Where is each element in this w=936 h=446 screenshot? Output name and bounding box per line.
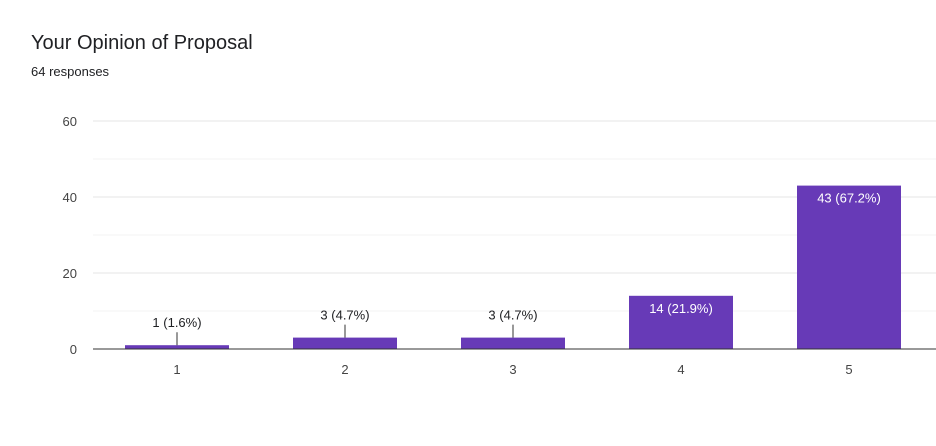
data-label: 3 (4.7%) [320, 308, 369, 323]
y-tick-label: 40 [63, 190, 77, 205]
x-tick-label: 2 [341, 362, 348, 377]
x-tick-label: 4 [677, 362, 684, 377]
y-tick-label: 20 [63, 266, 77, 281]
data-label: 14 (21.9%) [649, 301, 713, 316]
bar-2 [293, 337, 397, 349]
x-tick-label: 5 [845, 362, 852, 377]
data-label: 3 (4.7%) [488, 308, 537, 323]
data-label: 1 (1.6%) [152, 315, 201, 330]
y-tick-label: 60 [63, 114, 77, 129]
data-label: 43 (67.2%) [817, 191, 881, 206]
bar-5 [797, 185, 901, 349]
chart-title: Your Opinion of Proposal [31, 32, 253, 54]
bar-1 [125, 345, 229, 349]
x-tick-label: 3 [509, 362, 516, 377]
response-count: 64 responses [31, 64, 110, 79]
x-tick-label: 1 [173, 362, 180, 377]
y-tick-label: 0 [70, 342, 77, 357]
bar-3 [461, 337, 565, 349]
bar-4 [629, 295, 733, 349]
